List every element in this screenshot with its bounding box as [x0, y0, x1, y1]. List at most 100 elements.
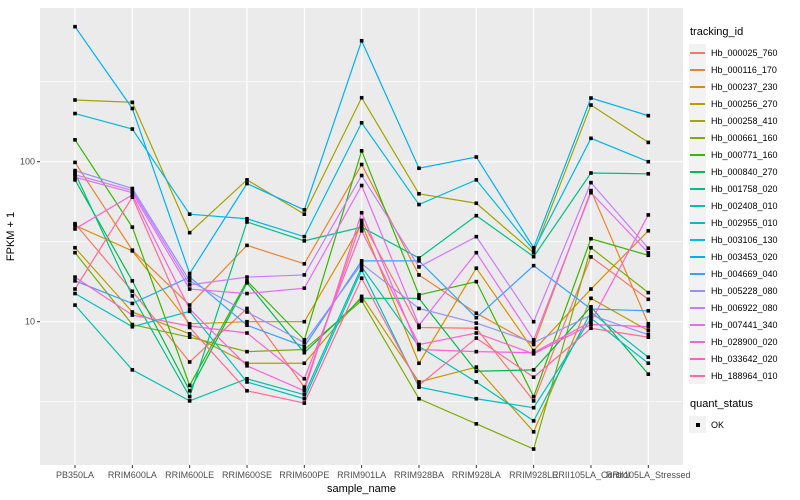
data-point [474, 250, 479, 255]
data-point [474, 326, 479, 331]
data-point [187, 275, 192, 279]
legend-entry-label: Hb_000237_230 [711, 81, 778, 92]
data-point [417, 344, 421, 349]
x-tick-label: RRIM928BA [394, 470, 444, 480]
data-point [589, 236, 593, 241]
data-point [245, 291, 249, 296]
legend-entry-label: Hb_004669_040 [711, 268, 778, 279]
data-point [589, 319, 593, 324]
legend-entry-Hb_000840_270: Hb_000840_270 [689, 163, 799, 180]
legend-entry-label: Hb_033642_020 [711, 353, 778, 364]
data-point [589, 322, 593, 327]
data-point [130, 324, 135, 329]
data-point [245, 306, 249, 311]
data-point [73, 245, 77, 250]
data-point [245, 331, 249, 335]
data-point [531, 254, 536, 259]
data-point [417, 202, 421, 207]
data-point [589, 310, 593, 314]
legend-entry-label: Hb_000840_270 [711, 166, 778, 177]
data-point [474, 349, 479, 354]
x-tick-label: RRIM928LA [452, 470, 501, 480]
data-point [245, 323, 249, 328]
legend-entry-label: Hb_000661_160 [711, 132, 778, 143]
data-point [359, 38, 364, 43]
legend-entry-label: OK [711, 419, 725, 430]
data-point [646, 250, 651, 255]
series-color-key-icon [689, 248, 706, 265]
data-point [130, 313, 135, 317]
data-point [474, 396, 479, 401]
data-point [359, 259, 364, 263]
legend-entry-Hb_000025_760: Hb_000025_760 [689, 44, 799, 61]
data-point [245, 279, 249, 283]
data-point [359, 268, 364, 272]
series-color-key-icon [689, 197, 706, 214]
series-color-key-icon [689, 214, 706, 231]
data-point [531, 430, 536, 434]
data-point [646, 213, 651, 217]
data-point [646, 332, 651, 337]
data-point [531, 248, 536, 252]
data-point [359, 294, 364, 299]
series-color-key-icon [689, 146, 706, 163]
legend-entry-Hb_006922_080: Hb_006922_080 [689, 299, 799, 316]
data-point [646, 308, 651, 313]
data-point [646, 322, 651, 326]
data-point [417, 273, 421, 277]
data-point [302, 392, 307, 397]
data-point [531, 348, 536, 353]
x-tick-label: RRIM600PE [279, 470, 329, 480]
data-point [302, 396, 307, 401]
series-color-key-icon [689, 180, 706, 197]
data-point [245, 349, 249, 354]
data-point [73, 98, 77, 102]
data-point [187, 271, 192, 276]
data-point [130, 190, 135, 195]
x-tick-label: RRIM600LA [108, 470, 157, 480]
data-point [474, 315, 479, 320]
data-point [187, 388, 192, 393]
x-tick-label: RRIM928LE [509, 470, 558, 480]
legend-entry-Hb_000116_170: Hb_000116_170 [689, 61, 799, 78]
data-point [130, 279, 135, 283]
data-point [646, 361, 651, 366]
data-point [73, 175, 77, 180]
data-point [187, 287, 192, 291]
data-point [359, 210, 364, 215]
data-point [187, 394, 192, 399]
data-point [130, 249, 135, 253]
data-point [245, 275, 249, 279]
data-point [646, 335, 651, 340]
data-point [474, 213, 479, 218]
data-point [417, 256, 421, 260]
data-point [187, 230, 192, 235]
series-color-key-icon [689, 350, 706, 367]
data-point [130, 106, 135, 111]
series-color-key-icon [689, 163, 706, 180]
data-point [302, 385, 307, 389]
data-point [531, 250, 536, 255]
data-point [302, 273, 307, 277]
legend-entry-label: Hb_001758_020 [711, 183, 778, 194]
data-point [589, 304, 593, 309]
data-point [646, 355, 651, 359]
data-point [474, 201, 479, 206]
y-tick-label: 10 [25, 317, 35, 327]
data-point [187, 383, 192, 388]
data-point [187, 332, 192, 336]
series-color-key-icon [689, 44, 706, 61]
x-tick-label: RRIM600SE [222, 470, 272, 480]
data-point [474, 380, 479, 384]
ok-point-key-icon [689, 416, 706, 433]
legend-entry-label: Hb_028900_020 [711, 336, 778, 347]
data-point [417, 347, 421, 352]
data-point [73, 303, 77, 307]
data-point [359, 121, 364, 125]
data-point [531, 342, 536, 347]
legend-entry-label: Hb_003453_020 [711, 251, 778, 262]
data-point [589, 287, 593, 291]
data-point [417, 192, 421, 196]
data-point [245, 178, 249, 182]
